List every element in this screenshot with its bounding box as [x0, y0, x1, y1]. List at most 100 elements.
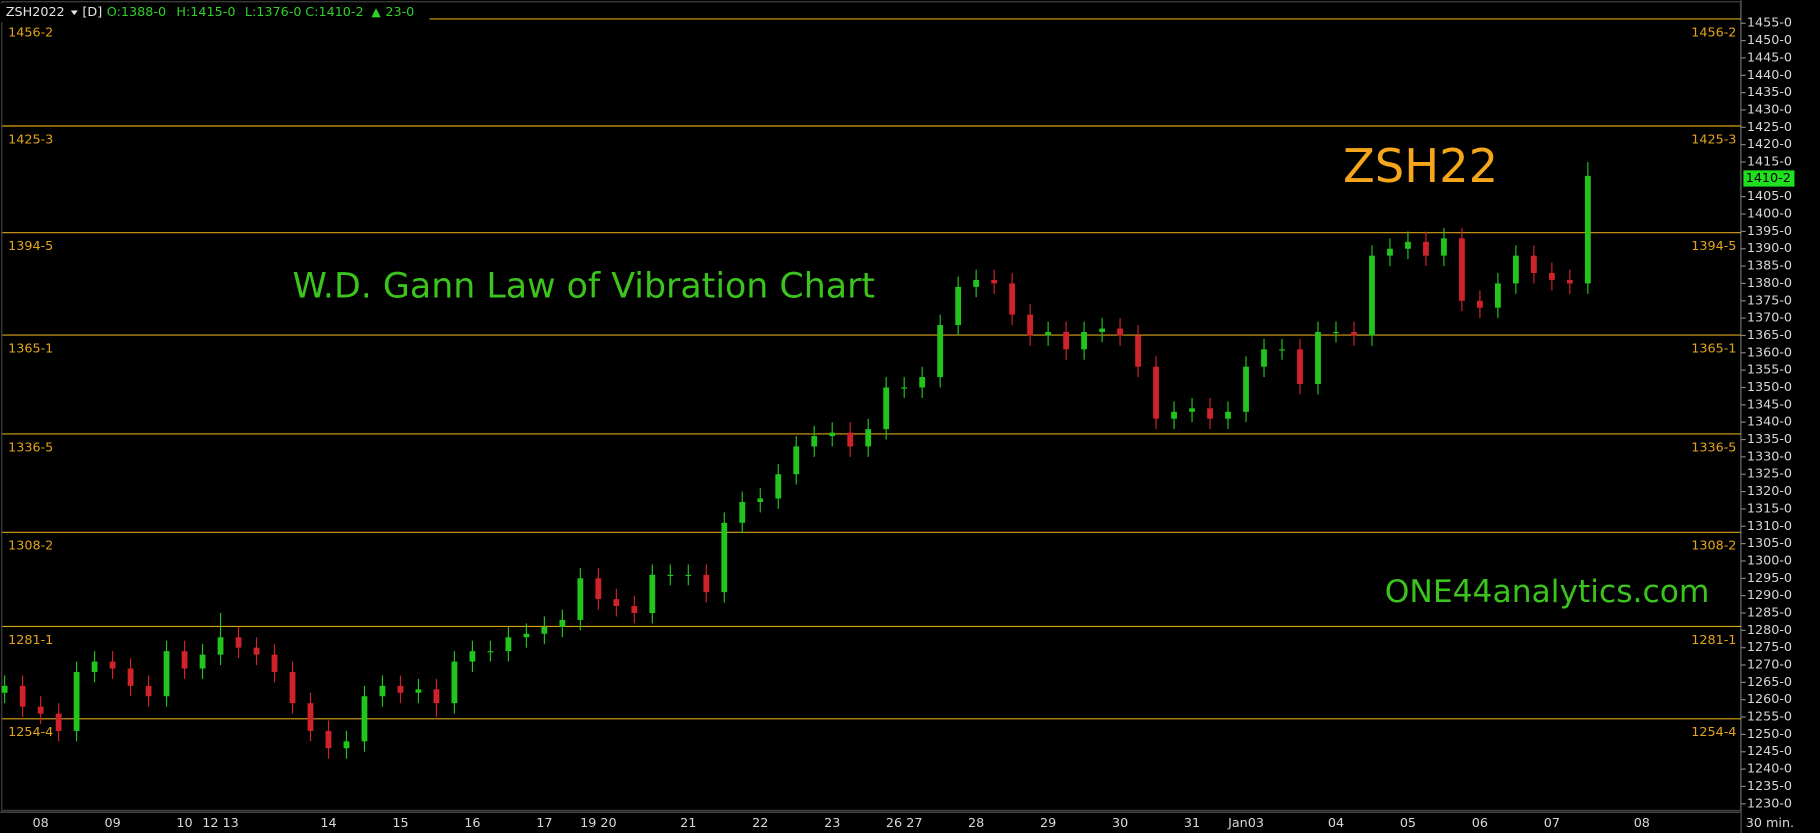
y-tick-label: 1455-0: [1747, 16, 1792, 31]
candle-body: [703, 574, 710, 593]
candle-body: [73, 671, 80, 731]
change-label: 23-0: [385, 5, 414, 20]
y-tick-label: 1435-0: [1747, 85, 1792, 100]
candle-body: [775, 474, 782, 499]
candle-body: [1351, 331, 1357, 336]
candle-body: [253, 647, 260, 655]
candle-body: [955, 286, 962, 326]
x-tick-label: 14: [320, 816, 336, 831]
candle-body: [235, 637, 242, 648]
x-tick-label: 16: [464, 816, 480, 831]
high-label: H:1415-0: [176, 5, 235, 20]
x-tick-label: 28: [968, 816, 984, 831]
candle-body: [181, 651, 188, 669]
candle-body: [1548, 273, 1555, 280]
candle-body: [739, 501, 746, 523]
plot-area: 1456-2 1456-2 1425-3 1425-3 1394-5 1394-5 1365…: [1, 18, 1742, 759]
candle-body: [1387, 248, 1393, 256]
y-tick-label: 1415-0: [1747, 155, 1792, 170]
level-label-right: 1254-4: [1691, 725, 1736, 740]
x-tick-label: 21: [680, 816, 696, 831]
candle-body: [1315, 331, 1321, 385]
interval[interactable]: [D]: [82, 5, 102, 20]
candle-body: [919, 377, 926, 388]
x-tick-label: 30: [1112, 816, 1128, 831]
x-tick-label: 12 13: [202, 816, 239, 831]
level-label-right: 1456-2: [1691, 25, 1736, 40]
symbol: ZSH2022: [6, 5, 65, 20]
candle-body: [793, 446, 800, 475]
y-tick-label: 1240-0: [1747, 762, 1792, 777]
level-label-right: 1425-3: [1691, 132, 1736, 147]
y-tick-label: 1345-0: [1747, 397, 1792, 412]
candle-body: [847, 432, 854, 447]
y-tick-label: 1365-0: [1747, 328, 1792, 343]
y-tick-label: 1290-0: [1747, 588, 1792, 603]
candle-body: [19, 685, 26, 707]
y-tick-label: 1385-0: [1747, 259, 1792, 274]
x-interval-label: 30 min.: [1746, 816, 1794, 831]
candle-body: [199, 654, 206, 669]
x-tick-label: 31: [1184, 816, 1200, 831]
y-tick-label: 1255-0: [1747, 710, 1792, 725]
y-tick-label: 1380-0: [1747, 276, 1792, 291]
candle-body: [721, 522, 728, 593]
candle-body: [1477, 300, 1483, 308]
candle-body: [937, 325, 944, 378]
y-tick-label: 1245-0: [1747, 744, 1792, 759]
x-tick-label: 10: [176, 816, 192, 831]
candle-body: [1566, 279, 1573, 284]
candle-body: [811, 436, 818, 447]
y-tick-label: 1230-0: [1747, 796, 1792, 811]
candle-body: [595, 578, 602, 600]
candle-body: [1530, 255, 1537, 274]
candle-body: [757, 498, 764, 502]
candle-body: [451, 661, 458, 704]
x-tick-label: 07: [1544, 816, 1560, 831]
level-label-right: 1365-1: [1691, 341, 1736, 356]
candle-body: [1171, 411, 1177, 419]
candle-body: [1333, 331, 1339, 334]
y-tick-label: 1310-0: [1747, 519, 1792, 534]
candle-body: [361, 696, 368, 742]
candle-body: [37, 706, 44, 714]
y-tick-label: 1275-0: [1747, 640, 1792, 655]
candle-body: [163, 651, 170, 697]
candle-body: [577, 578, 584, 620]
candle-body: [1027, 314, 1034, 336]
up-arrow-icon: [371, 8, 381, 18]
y-tick-label: 1420-0: [1747, 137, 1792, 152]
candle-body: [523, 633, 530, 638]
watermark: ONE44analytics.com: [1385, 574, 1710, 610]
level-label-right: 1308-2: [1691, 539, 1736, 554]
y-tick-label: 1265-0: [1747, 675, 1792, 690]
y-tick-label: 1270-0: [1747, 658, 1792, 673]
x-tick-label: 26 27: [886, 816, 923, 831]
y-tick-label: 1260-0: [1747, 692, 1792, 707]
candle-body: [541, 626, 548, 634]
candle-body: [109, 661, 116, 669]
candle-body: [307, 703, 314, 731]
low-label: L:1376-0: [245, 5, 302, 20]
candle-body: [829, 432, 836, 437]
y-tick-label: 1335-0: [1747, 432, 1792, 447]
candle-body: [1279, 349, 1285, 351]
x-tick-label: 05: [1400, 816, 1416, 831]
candle-body: [1099, 328, 1105, 332]
x-tick-label: 08: [33, 816, 49, 831]
dropdown-icon[interactable]: [70, 10, 78, 16]
candle-body: [343, 741, 350, 749]
y-tick-label: 1360-0: [1747, 345, 1792, 360]
candle-body: [505, 637, 512, 652]
x-tick-label: 04: [1328, 816, 1344, 831]
candle-body: [1369, 255, 1375, 336]
candle-body: [1, 685, 8, 693]
candle-body: [1153, 366, 1159, 419]
candle-body: [1135, 335, 1141, 367]
header-bg: [0, 3, 430, 23]
open-label: O:1388-0: [107, 5, 166, 20]
x-tick-label: 17: [536, 816, 552, 831]
last-price-tag: [1743, 170, 1795, 187]
candle-body: [1459, 238, 1465, 301]
